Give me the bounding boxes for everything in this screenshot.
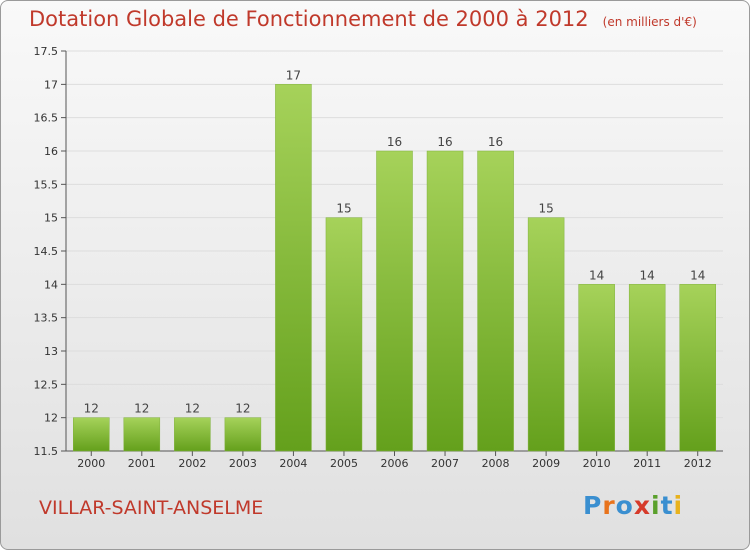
y-tick-label: 15.5 xyxy=(34,178,59,191)
logo-letter: i xyxy=(673,491,684,520)
y-tick-label: 17.5 xyxy=(34,45,59,58)
logo-letter: t xyxy=(660,491,674,520)
bar-2008 xyxy=(477,150,514,452)
y-tick-label: 13.5 xyxy=(34,312,59,325)
x-tick-label-2000: 2000 xyxy=(77,457,105,470)
y-tick-label: 14.5 xyxy=(34,245,59,258)
bar-2005 xyxy=(325,217,363,452)
y-tick-label: 16 xyxy=(44,145,58,158)
y-tick-label: 12.5 xyxy=(34,378,59,391)
y-tick-label: 13 xyxy=(44,345,58,358)
x-tick-label-2002: 2002 xyxy=(178,457,206,470)
y-tick-label: 11.5 xyxy=(34,445,59,458)
x-tick-label-2001: 2001 xyxy=(128,457,156,470)
bars xyxy=(73,84,716,452)
x-tick-label-2008: 2008 xyxy=(482,457,510,470)
bar-2001 xyxy=(123,417,161,452)
x-tick-label-2010: 2010 xyxy=(583,457,611,470)
y-tick-label: 17 xyxy=(44,78,58,91)
bar-2000 xyxy=(73,417,110,452)
data-label-2009: 15 xyxy=(538,202,553,216)
x-tick-label-2003: 2003 xyxy=(229,457,257,470)
y-tick-label: 14 xyxy=(44,278,58,291)
bar-2004 xyxy=(275,84,312,452)
title-text: Dotation Globale de Fonctionnement de 20… xyxy=(29,7,589,31)
x-tick-labels: 2000 2001 2002 2003 2004 2005 2006 2007 2008 2009… xyxy=(77,457,711,470)
data-label-2004: 17 xyxy=(286,68,301,82)
data-label-2007: 16 xyxy=(437,135,452,149)
bar-2002 xyxy=(174,417,211,452)
unit-note: (en milliers d'€) xyxy=(602,15,697,29)
bar-2003 xyxy=(224,417,262,452)
x-tick-label-2007: 2007 xyxy=(431,457,459,470)
data-label-2002: 12 xyxy=(185,402,200,416)
x-tick-label-2005: 2005 xyxy=(330,457,358,470)
chart-title: Dotation Globale de Fonctionnement de 20… xyxy=(29,7,697,31)
proxiti-logo[interactable]: Proxiti xyxy=(583,491,683,520)
bar-2010 xyxy=(578,284,615,452)
x-tick-label-2009: 2009 xyxy=(532,457,560,470)
x-tick-label-2012: 2012 xyxy=(684,457,712,470)
data-label-2000: 12 xyxy=(84,402,99,416)
bar-2007 xyxy=(426,150,464,452)
data-label-2001: 12 xyxy=(134,402,149,416)
y-tick-label: 12 xyxy=(44,412,58,425)
commune-name: VILLAR-SAINT-ANSELME xyxy=(39,497,264,519)
data-label-2005: 15 xyxy=(336,202,351,216)
x-tick-label-2004: 2004 xyxy=(279,457,307,470)
y-tick-labels: 11.5 12 12.5 13 13.5 14 14.5 15 15.5 16 16.5 17 17.5 xyxy=(34,45,59,458)
data-label-2010: 14 xyxy=(589,268,604,282)
x-tick-label-2011: 2011 xyxy=(633,457,661,470)
logo-letter: o xyxy=(615,491,634,520)
data-label-2003: 12 xyxy=(235,402,250,416)
logo-letter: r xyxy=(602,491,616,520)
x-tick-label-2006: 2006 xyxy=(381,457,409,470)
data-label-2006: 16 xyxy=(387,135,402,149)
logo-letter: x xyxy=(633,491,651,520)
data-label-2012: 14 xyxy=(690,268,705,282)
logo-letter: i xyxy=(651,491,661,520)
bar-2012 xyxy=(679,284,716,452)
bar-2011 xyxy=(628,284,666,452)
data-label-2011: 14 xyxy=(640,268,655,282)
y-tick-label: 15 xyxy=(44,212,58,225)
y-tick-label: 16.5 xyxy=(34,112,59,125)
bar-2009 xyxy=(527,217,565,452)
logo-letter: P xyxy=(583,491,603,520)
bar-2006 xyxy=(376,150,413,452)
data-labels: 12 12 12 12 17 15 16 16 16 15 14 14 14 xyxy=(84,68,706,415)
data-label-2008: 16 xyxy=(488,135,503,149)
